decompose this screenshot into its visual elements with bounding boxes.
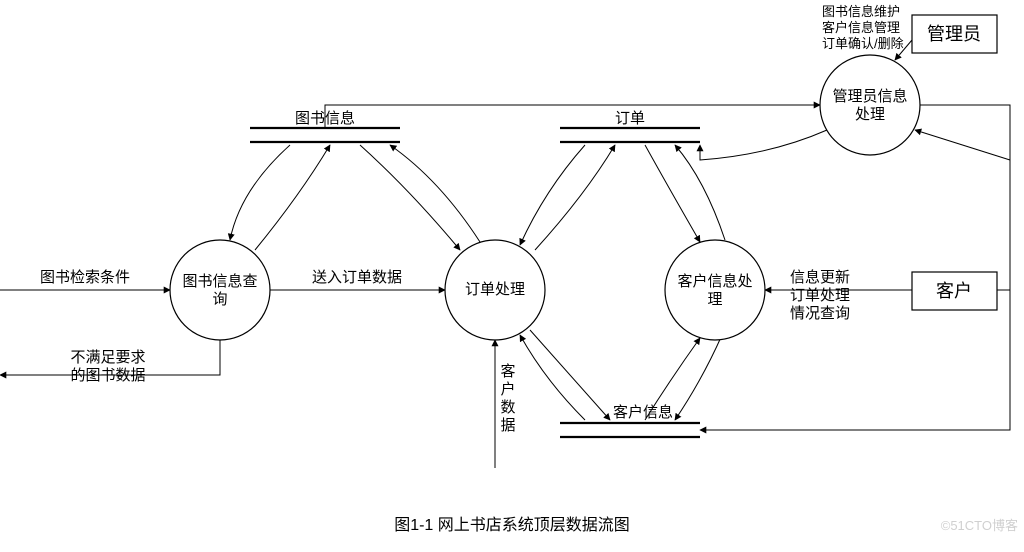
dfd-diagram: 图书信息 订单 客户信息 图书检索条件 不满足要求 的图书数据 送入订单数据 客… [0,0,1024,552]
label-unmet-2: 的图书数据 [70,367,145,384]
label-order-confirm: 订单确认/删除 [822,36,904,51]
label-unmet-1: 不满足要求 [70,349,145,366]
process-admin: 管理员信息 处理 [820,55,920,155]
svg-text:处理: 处理 [855,106,885,123]
label-send-order: 送入订单数据 [312,269,402,286]
flow-orderstore-to-cust [645,145,700,242]
flow-order-to-bookinfo [390,145,480,242]
flow-admin-to-order [700,130,827,160]
entity-admin: 管理员 [912,15,997,53]
svg-text:客户: 客户 [936,281,972,301]
store-order: 订单 [560,110,700,142]
process-order: 订单处理 [445,240,545,340]
flow-bookinfo-to-admin [325,105,820,128]
label-cust-mgmt: 客户信息管理 [822,20,900,35]
flow-custinfo-to-order [520,335,585,420]
svg-text:图书信息查: 图书信息查 [182,273,257,290]
process-cust: 客户信息处 理 [665,240,765,340]
flow-query-to-bookinfo [255,145,330,250]
svg-text:客户信息处: 客户信息处 [677,273,752,290]
svg-text:询: 询 [212,291,227,308]
svg-text:管理员信息: 管理员信息 [832,88,907,105]
flow-proc-to-orderstore [535,145,615,250]
label-custdata-0: 客 [500,363,515,380]
label-situation: 情况查询 [790,305,850,322]
svg-text:管理员: 管理员 [927,24,981,44]
store-cust-info-label: 客户信息 [613,404,673,421]
label-custdata-1: 户 [500,381,515,398]
entity-customer: 客户 [912,272,997,310]
svg-text:订单处理: 订单处理 [465,281,525,298]
flow-loop-to-admin [915,130,1010,160]
label-info-update: 信息更新 [790,269,850,286]
process-book-query: 图书信息查 询 [170,240,270,340]
label-custdata-3: 据 [500,417,515,434]
store-cust-info: 客户信息 [560,404,700,437]
label-custdata-2: 数 [500,399,515,416]
store-order-label: 订单 [615,110,645,127]
label-search-cond: 图书检索条件 [40,269,130,286]
watermark: ©51CTO博客 [941,518,1018,533]
label-book-maint: 图书信息维护 [822,4,900,19]
flow-cust-to-custinfo [675,335,722,420]
figure-caption: 图1-1 网上书店系统顶层数据流图 [394,516,630,534]
label-order-status: 订单处理 [790,287,850,304]
svg-text:理: 理 [707,291,722,308]
flow-bookinfo-to-query [230,145,290,240]
flow-order-to-custinfo [530,330,610,420]
